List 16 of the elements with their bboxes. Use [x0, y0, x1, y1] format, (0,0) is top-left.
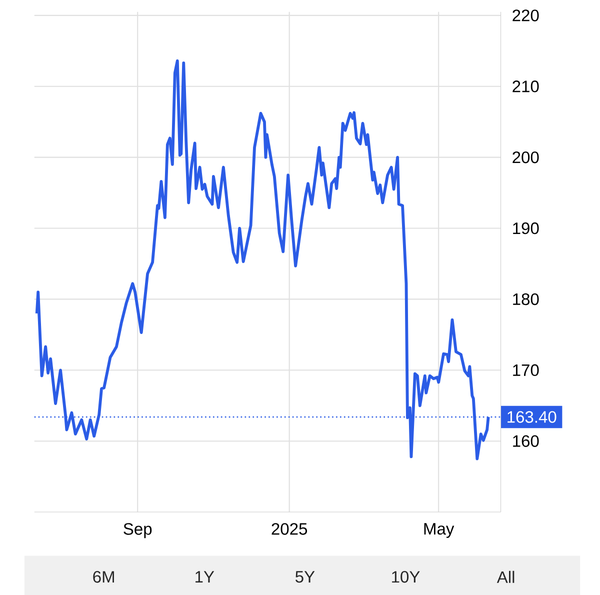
y-tick-label: 220 [512, 9, 539, 22]
y-tick-label: 200 [512, 151, 539, 164]
x-tick-label: May [424, 522, 454, 538]
text: 10Y [392, 570, 420, 583]
x-tick-label: Sep [124, 522, 152, 538]
ref-line-label: 163.40 [508, 410, 556, 423]
text: 6M [93, 570, 114, 583]
y-tick-label: 160 [513, 435, 539, 447]
y-tick-label: 210 [512, 80, 539, 92]
x-tick-label: 2025 [272, 522, 308, 535]
y-tick-label: 170 [513, 364, 539, 376]
text: 5Y [295, 570, 315, 582]
y-tick-label: 180 [513, 293, 539, 305]
text: 1Y [196, 570, 214, 582]
y-tick-label: 190 [513, 222, 539, 234]
text: All [496, 570, 514, 583]
